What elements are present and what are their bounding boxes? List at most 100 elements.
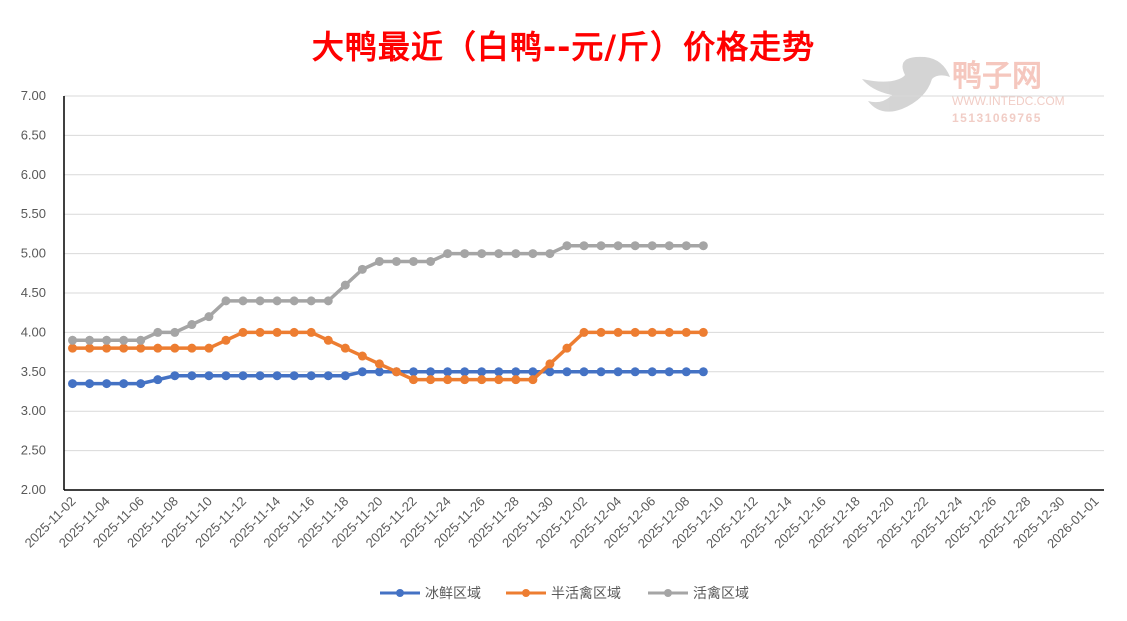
legend-marker bbox=[664, 589, 672, 597]
data-point bbox=[647, 241, 657, 251]
data-point bbox=[391, 256, 401, 266]
data-point bbox=[85, 343, 95, 353]
data-point bbox=[323, 335, 333, 345]
duck-logo-icon bbox=[862, 56, 950, 112]
data-point bbox=[102, 343, 112, 353]
legend-marker bbox=[522, 589, 530, 597]
data-point bbox=[579, 241, 589, 251]
data-point bbox=[255, 296, 265, 306]
data-point bbox=[68, 379, 78, 389]
data-point bbox=[562, 241, 572, 251]
data-point bbox=[528, 249, 538, 259]
y-tick-label: 7.00 bbox=[21, 88, 46, 103]
data-point bbox=[545, 249, 555, 259]
data-point bbox=[596, 241, 606, 251]
watermark-name: 鸭子网 bbox=[952, 59, 1042, 94]
data-point bbox=[340, 343, 350, 353]
data-point bbox=[647, 327, 657, 337]
data-point bbox=[68, 343, 78, 353]
data-point bbox=[204, 371, 214, 381]
legend: 冰鲜区域 半活禽区域 活禽区域 bbox=[380, 585, 749, 602]
data-point bbox=[443, 249, 453, 259]
data-point bbox=[426, 367, 436, 377]
y-tick-label: 5.50 bbox=[21, 206, 46, 221]
data-point bbox=[340, 280, 350, 290]
data-point bbox=[409, 256, 419, 266]
data-point bbox=[187, 371, 197, 381]
data-point bbox=[221, 296, 231, 306]
data-point bbox=[204, 312, 214, 322]
data-point bbox=[289, 296, 299, 306]
legend-label: 活禽区域 bbox=[693, 585, 749, 602]
data-point bbox=[494, 375, 504, 385]
watermark-site: WWW.INTEDC.COM bbox=[952, 94, 1065, 108]
data-point bbox=[136, 335, 146, 345]
series-2 bbox=[68, 241, 708, 345]
data-point bbox=[119, 343, 129, 353]
data-point bbox=[306, 296, 316, 306]
data-point bbox=[545, 359, 555, 369]
data-point bbox=[306, 371, 316, 381]
series-1 bbox=[68, 327, 708, 385]
data-point bbox=[102, 335, 112, 345]
data-point bbox=[630, 327, 640, 337]
data-point bbox=[426, 256, 436, 266]
data-point bbox=[460, 249, 470, 259]
data-point bbox=[443, 367, 453, 377]
data-point bbox=[409, 375, 419, 385]
data-point bbox=[511, 249, 521, 259]
y-tick-label: 3.00 bbox=[21, 403, 46, 418]
data-point bbox=[238, 327, 248, 337]
data-point bbox=[630, 241, 640, 251]
watermark-phone: 15131069765 bbox=[952, 111, 1042, 125]
data-point bbox=[545, 367, 555, 377]
data-point bbox=[170, 371, 180, 381]
data-point bbox=[630, 367, 640, 377]
data-point bbox=[272, 327, 282, 337]
data-point bbox=[340, 371, 350, 381]
data-point bbox=[613, 241, 623, 251]
series-0 bbox=[68, 367, 708, 389]
data-point bbox=[204, 343, 214, 353]
data-point bbox=[443, 375, 453, 385]
data-point bbox=[221, 335, 231, 345]
data-point bbox=[596, 367, 606, 377]
data-point bbox=[698, 241, 708, 251]
data-point bbox=[511, 367, 521, 377]
data-point bbox=[238, 371, 248, 381]
data-point bbox=[238, 296, 248, 306]
data-point bbox=[596, 327, 606, 337]
data-point bbox=[664, 327, 674, 337]
watermark: 鸭子网 WWW.INTEDC.COM 15131069765 bbox=[862, 56, 1065, 125]
data-point bbox=[579, 367, 589, 377]
data-point bbox=[681, 327, 691, 337]
data-point bbox=[119, 335, 129, 345]
data-point bbox=[170, 343, 180, 353]
legend-label: 冰鲜区域 bbox=[425, 586, 481, 602]
data-point bbox=[613, 327, 623, 337]
data-point bbox=[187, 320, 197, 330]
chart-title: 大鸭最近（白鸭--元/斤）价格走势 bbox=[311, 28, 816, 66]
data-point bbox=[647, 367, 657, 377]
data-point bbox=[698, 327, 708, 337]
data-point bbox=[511, 375, 521, 385]
data-point bbox=[255, 371, 265, 381]
data-point bbox=[102, 379, 112, 389]
data-point bbox=[289, 327, 299, 337]
data-point bbox=[119, 379, 129, 389]
data-point bbox=[426, 375, 436, 385]
data-point bbox=[136, 343, 146, 353]
data-point bbox=[374, 359, 384, 369]
data-point bbox=[409, 367, 419, 377]
data-point bbox=[374, 367, 384, 377]
data-point bbox=[562, 367, 572, 377]
data-point bbox=[255, 327, 265, 337]
data-point bbox=[528, 375, 538, 385]
y-tick-label: 5.00 bbox=[21, 246, 46, 261]
data-point bbox=[323, 371, 333, 381]
y-tick-label: 3.50 bbox=[21, 364, 46, 379]
data-point bbox=[681, 241, 691, 251]
data-point bbox=[460, 375, 470, 385]
data-point bbox=[681, 367, 691, 377]
